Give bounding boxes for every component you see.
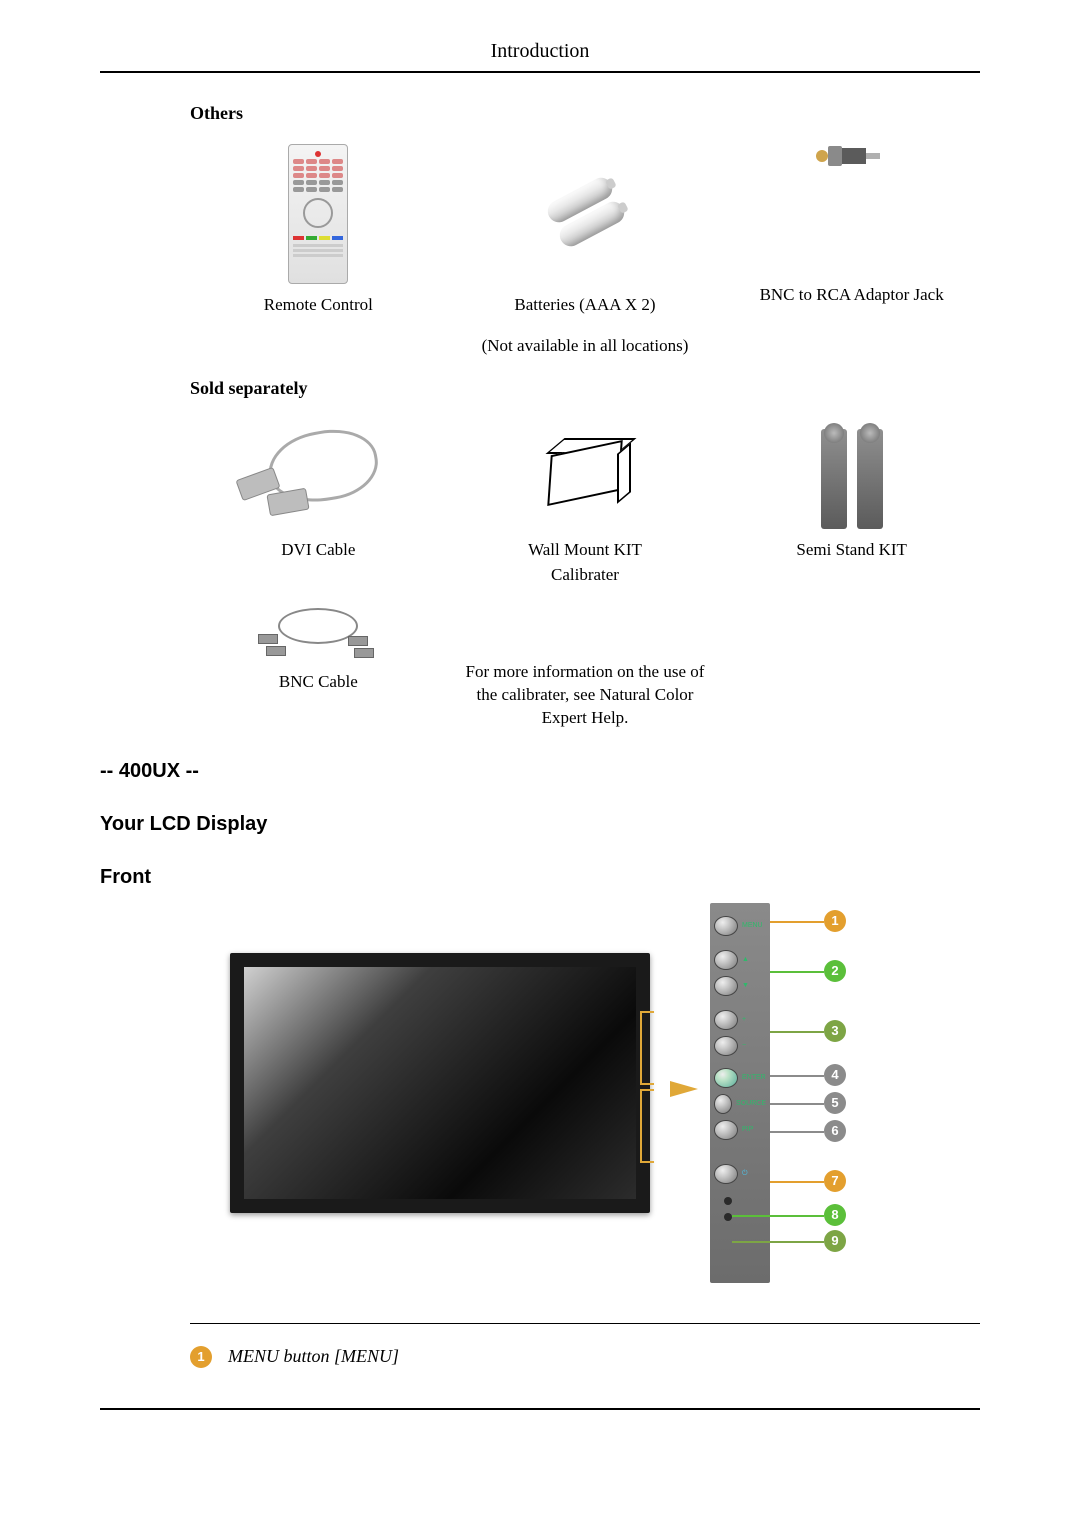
semi-stand-image xyxy=(723,419,980,529)
side-btn-minus[interactable]: − xyxy=(710,1033,770,1059)
side-btn-up[interactable]: ▲ xyxy=(710,947,770,973)
sold-item-bnc-label: BNC Cable xyxy=(190,671,447,694)
callout-8: 8 xyxy=(824,1204,846,1226)
sold-item-wall: Wall Mount KIT Calibrater xyxy=(457,419,714,587)
callout-6: 6 xyxy=(824,1120,846,1142)
sold-item-dvi-label: DVI Cable xyxy=(190,539,447,562)
side-btn-power[interactable]: ⏻ xyxy=(710,1161,770,1187)
sold-grid-row1: DVI Cable Wall Mount KIT Calibrater Semi… xyxy=(190,419,980,587)
others-heading: Others xyxy=(190,103,980,124)
arrow-icon xyxy=(670,1081,698,1097)
bracket-lower xyxy=(640,1089,654,1163)
others-item-remote-label: Remote Control xyxy=(190,294,447,317)
side-btn-menu[interactable]: MENU xyxy=(710,913,770,939)
side-btn-source[interactable]: SOURCE xyxy=(710,1091,770,1117)
header-rule xyxy=(100,71,980,73)
others-item-remote: Remote Control xyxy=(190,144,447,358)
side-btn-down[interactable]: ▼ xyxy=(710,973,770,999)
sold-item-footnote: For more information on the use of the c… xyxy=(457,601,714,730)
others-item-batteries: Batteries (AAA X 2) (Not available in al… xyxy=(457,144,714,358)
others-grid: Remote Control Batteries (AAA X 2) (Not … xyxy=(190,144,980,358)
side-btn-enter[interactable]: ENTER xyxy=(710,1065,770,1091)
display-heading: Your LCD Display xyxy=(100,813,980,836)
bnc-cable-image xyxy=(190,601,447,661)
sold-item-stand: Semi Stand KIT xyxy=(723,419,980,587)
side-led-2 xyxy=(724,1213,732,1221)
others-item-bnc-rca-label: BNC to RCA Adaptor Jack xyxy=(723,284,980,307)
sold-item-stand-label: Semi Stand KIT xyxy=(723,539,980,562)
lcd-screen-image xyxy=(230,953,650,1213)
others-item-batteries-sublabel: (Not available in all locations) xyxy=(457,335,714,358)
page-header-title: Introduction xyxy=(100,40,980,71)
callout-4: 4 xyxy=(824,1064,846,1086)
sold-item-wall-sublabel: Calibrater xyxy=(457,564,714,587)
menu-badge-1: 1 xyxy=(190,1346,212,1368)
side-btn-plus[interactable]: + xyxy=(710,1007,770,1033)
front-heading: Front xyxy=(100,866,980,889)
callout-5: 5 xyxy=(824,1092,846,1114)
remote-control-image xyxy=(190,144,447,284)
sold-heading: Sold separately xyxy=(190,378,980,399)
footer-rule xyxy=(100,1408,980,1410)
calibrater-footnote: For more information on the use of the c… xyxy=(457,661,714,730)
side-btn-pip[interactable]: PIP xyxy=(710,1117,770,1143)
wall-mount-image xyxy=(457,419,714,529)
sold-item-dvi: DVI Cable xyxy=(190,419,447,587)
dvi-cable-image xyxy=(190,419,447,529)
callout-9: 9 xyxy=(824,1230,846,1252)
others-item-batteries-label: Batteries (AAA X 2) xyxy=(457,294,714,317)
batteries-image xyxy=(457,144,714,284)
sold-grid-row2: BNC Cable For more information on the us… xyxy=(190,601,980,730)
side-button-panel: MENU ▲ ▼ + − ENTER SOURCE PIP ⏻ xyxy=(710,903,770,1283)
menu-button-row: 1 MENU button [MENU] xyxy=(190,1323,980,1368)
bnc-rca-image xyxy=(723,144,980,204)
bracket-upper xyxy=(640,1011,654,1085)
sold-item-bnc: BNC Cable xyxy=(190,601,447,730)
others-item-bnc-rca: BNC to RCA Adaptor Jack xyxy=(723,144,980,358)
callout-3: 3 xyxy=(824,1020,846,1042)
sold-item-wall-label: Wall Mount KIT xyxy=(457,539,714,562)
side-led-1 xyxy=(724,1197,732,1205)
callout-2: 2 xyxy=(824,960,846,982)
front-diagram: MENU ▲ ▼ + − ENTER SOURCE PIP ⏻ 1 2 3 4 … xyxy=(100,903,980,1283)
callout-1: 1 xyxy=(824,910,846,932)
model-heading: -- 400UX -- xyxy=(100,760,980,783)
menu-button-text: MENU button [MENU] xyxy=(228,1346,399,1367)
callout-line xyxy=(770,921,824,923)
callout-7: 7 xyxy=(824,1170,846,1192)
